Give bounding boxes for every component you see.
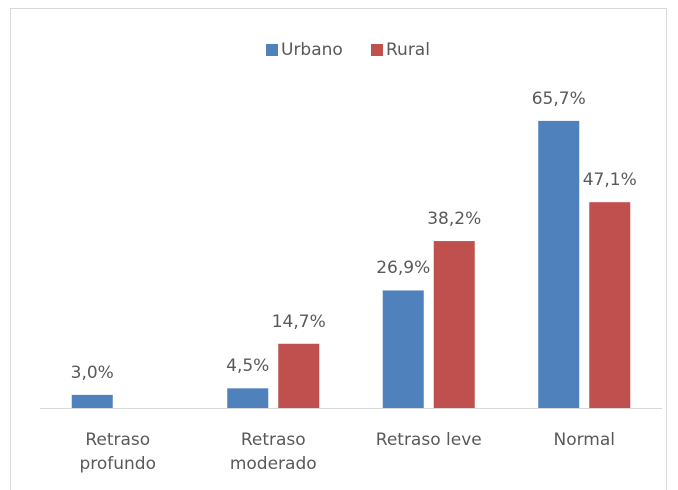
legend-swatch: [266, 44, 278, 56]
value-label: 38,2%: [427, 209, 482, 230]
legend-label: Urbano: [281, 40, 343, 60]
x-tick-label: Retraso leve: [375, 430, 482, 450]
bar: [278, 343, 320, 408]
x-tick-label: Retraso profundo: [79, 430, 157, 474]
bar: [433, 241, 475, 408]
value-label: 47,1%: [582, 170, 637, 191]
x-tick-label: Normal: [553, 430, 615, 450]
value-label: 3,0%: [70, 362, 114, 383]
x-tick-label: Retraso moderado: [229, 430, 317, 474]
bar: [589, 202, 631, 408]
value-label: 4,5%: [226, 356, 270, 377]
bar: [71, 394, 113, 408]
bar: [382, 290, 424, 408]
value-label: 65,7%: [531, 88, 586, 109]
bar: [227, 388, 269, 408]
bar: [538, 120, 580, 409]
legend-label: Rural: [386, 40, 430, 60]
chart-border: [10, 8, 667, 490]
legend-swatch: [371, 44, 383, 56]
value-label: 14,7%: [271, 311, 326, 332]
value-label: 26,9%: [376, 258, 431, 279]
